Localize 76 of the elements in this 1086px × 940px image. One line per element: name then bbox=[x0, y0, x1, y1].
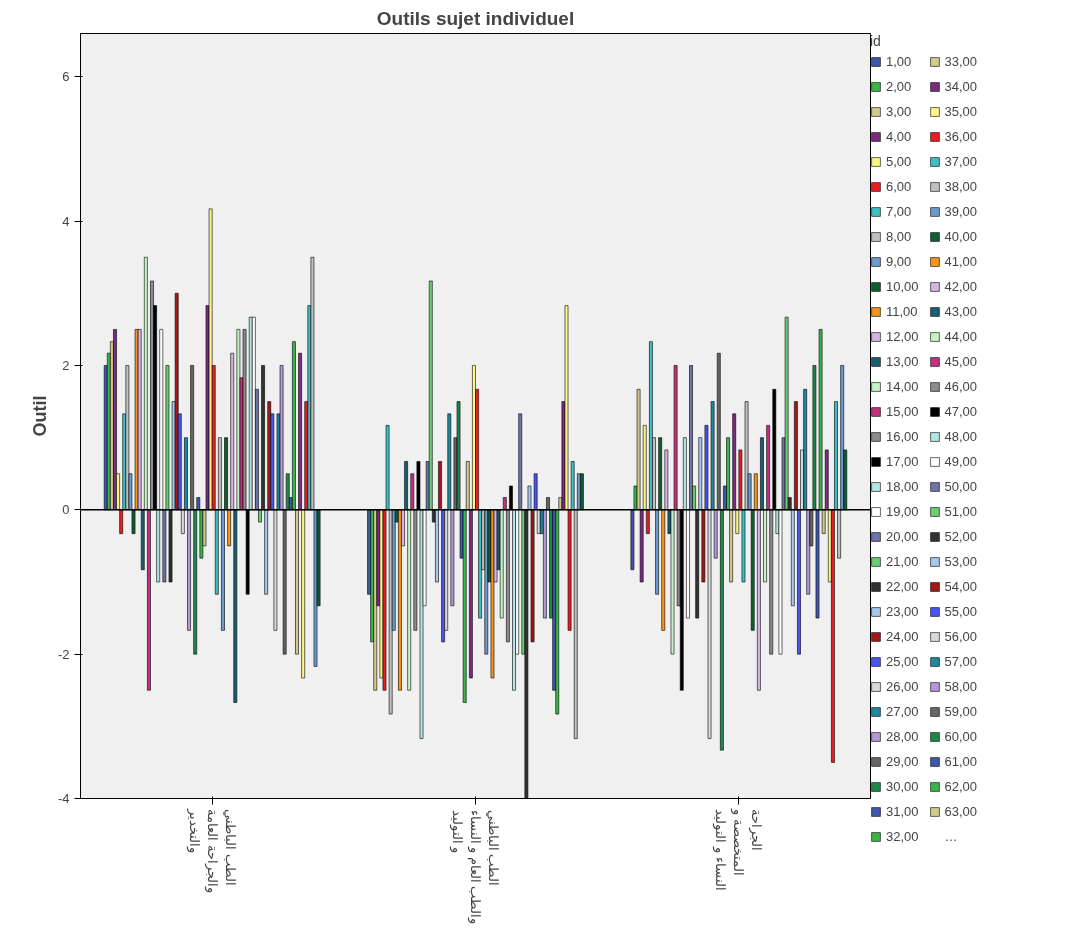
legend-label: 21,00 bbox=[886, 554, 919, 569]
legend-label: 58,00 bbox=[944, 679, 978, 694]
legend-label: 2,00 bbox=[886, 79, 912, 94]
y-tick-label: 0 bbox=[62, 502, 70, 518]
legend-label: 38,00 bbox=[944, 179, 978, 194]
legend-label: 33,00 bbox=[944, 54, 978, 69]
legend-label: 57,00 bbox=[944, 654, 978, 669]
legend-label: 6,00 bbox=[886, 179, 912, 194]
legend-label: 45,00 bbox=[944, 354, 978, 369]
legend-label: 48,00 bbox=[944, 429, 978, 444]
legend-label: 46,00 bbox=[944, 379, 978, 394]
legend-label: 30,00 bbox=[886, 779, 919, 794]
legend-label: 54,00 bbox=[944, 579, 978, 594]
legend-label: 14,00 bbox=[886, 379, 919, 394]
x-tick-label: الطب الباطني والطب العام و النساء و التوليد bbox=[449, 809, 501, 925]
legend-label: 5,00 bbox=[886, 154, 912, 169]
legend-label: 47,00 bbox=[944, 404, 978, 419]
legend-label: 49,00 bbox=[944, 454, 978, 469]
y-tick-label: -2 bbox=[57, 646, 70, 662]
legend-label: 55,00 bbox=[944, 604, 978, 619]
legend-title: id bbox=[870, 33, 882, 49]
legend-label: 3,00 bbox=[886, 104, 912, 119]
legend-label: 52,00 bbox=[944, 529, 978, 544]
legend-label: 16,00 bbox=[886, 429, 919, 444]
chart-title: Outils sujet individuel bbox=[376, 7, 575, 29]
legend-label: 41,00 bbox=[944, 254, 978, 269]
x-tick-label: الطب الباطني والجراحة العامة والتخدير bbox=[185, 808, 238, 894]
legend-label: 62,00 bbox=[944, 779, 978, 794]
legend-label: 25,00 bbox=[886, 654, 919, 669]
text: … bbox=[944, 829, 959, 844]
y-axis-title: Outil bbox=[29, 395, 50, 437]
legend-label: 42,00 bbox=[944, 279, 978, 294]
legend-label: 22,00 bbox=[886, 579, 919, 594]
legend-label: 43,00 bbox=[944, 304, 978, 319]
y-tick-label: 4 bbox=[62, 213, 70, 229]
legend-label: 9,00 bbox=[886, 254, 912, 269]
legend-label: 28,00 bbox=[886, 729, 919, 744]
legend-label: 23,00 bbox=[886, 604, 919, 619]
legend-label: 51,00 bbox=[944, 504, 978, 519]
legend-label: 18,00 bbox=[886, 479, 919, 494]
legend-label: 10,00 bbox=[886, 279, 919, 294]
legend-label: 11,00 bbox=[886, 304, 918, 319]
legend-label: 17,00 bbox=[886, 454, 919, 469]
legend-label: 27,00 bbox=[886, 704, 919, 719]
legend-label: 53,00 bbox=[944, 554, 978, 569]
legend-label: 20,00 bbox=[886, 529, 919, 544]
legend-label: 4,00 bbox=[886, 129, 912, 144]
y-tick-label: 2 bbox=[62, 357, 70, 373]
legend-label: 60,00 bbox=[944, 729, 978, 744]
legend-label: 24,00 bbox=[886, 629, 919, 644]
legend-label: 35,00 bbox=[944, 104, 978, 119]
legend-label: 29,00 bbox=[886, 754, 919, 769]
legend-label: 59,00 bbox=[944, 704, 978, 719]
legend-label: 19,00 bbox=[886, 504, 919, 519]
y-tick-label: 6 bbox=[62, 69, 70, 85]
legend-label: 34,00 bbox=[944, 79, 978, 94]
legend-label: 31,00 bbox=[886, 804, 919, 819]
legend-label: 15,00 bbox=[886, 404, 919, 419]
legend-label: 44,00 bbox=[944, 329, 978, 344]
legend-label: 40,00 bbox=[944, 229, 978, 244]
legend-label: 8,00 bbox=[886, 229, 912, 244]
legend-label: 63,00 bbox=[944, 804, 978, 819]
x-tick-label: الجراحة المتخصصة و النساء و التوليد bbox=[712, 808, 765, 891]
legend-label: 37,00 bbox=[944, 154, 978, 169]
legend-label: 39,00 bbox=[944, 204, 978, 219]
legend-label: 50,00 bbox=[944, 479, 978, 494]
legend-label: 56,00 bbox=[944, 629, 978, 644]
legend-label: 61,00 bbox=[944, 754, 978, 769]
legend-label: 13,00 bbox=[886, 354, 919, 369]
legend-label: 12,00 bbox=[886, 329, 919, 344]
legend-label: 32,00 bbox=[886, 829, 919, 844]
legend-label: 1,00 bbox=[886, 54, 912, 69]
legend-label: 7,00 bbox=[886, 204, 912, 219]
legend-label: 26,00 bbox=[886, 679, 919, 694]
legend-label: 36,00 bbox=[944, 129, 978, 144]
y-tick-label: -4 bbox=[57, 791, 70, 806]
